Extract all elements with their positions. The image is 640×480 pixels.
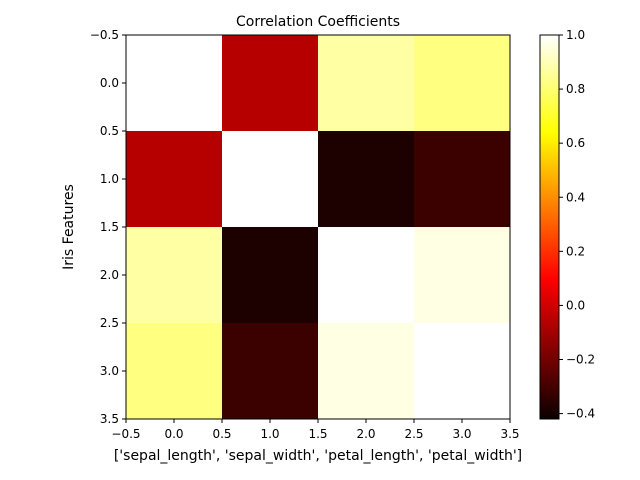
chart-title: Correlation Coefficients xyxy=(236,14,400,30)
heatmap-cell-1-1 xyxy=(222,131,318,227)
y-tick-label: 3.5 xyxy=(100,412,119,426)
heatmap-cells xyxy=(126,35,510,419)
y-tick-label: 1.0 xyxy=(100,172,119,186)
y-axis: −0.5 0.0 0.5 1.0 1.5 2.0 2.5 3.0 3.5 xyxy=(90,28,126,426)
heatmap-cell-0-2 xyxy=(318,35,414,131)
colorbar-tick-label: −0.2 xyxy=(566,353,595,367)
x-tick-label: 0.5 xyxy=(212,427,231,441)
y-tick-label: 0.5 xyxy=(100,124,119,138)
x-tick-label: 1.5 xyxy=(308,427,327,441)
x-tick-label: 1.0 xyxy=(260,427,279,441)
heatmap-cell-0-0 xyxy=(126,35,222,131)
heatmap-cell-3-3 xyxy=(414,323,510,419)
heatmap-cell-3-0 xyxy=(126,323,222,419)
y-axis-label: Iris Features xyxy=(61,184,77,270)
colorbar-axis: 1.0 0.8 0.6 0.4 0.2 0.0 −0.2 −0.4 xyxy=(559,28,595,421)
y-tick-label: 1.5 xyxy=(100,220,119,234)
colorbar-tick-label: 0.4 xyxy=(566,190,585,204)
colorbar-tick-label: 0.6 xyxy=(566,136,585,150)
y-tick-label: 0.0 xyxy=(100,76,119,90)
colorbar-tick-label: 0.0 xyxy=(566,298,585,312)
colorbar-tick-label: 0.2 xyxy=(566,244,585,258)
heatmap-cell-1-0 xyxy=(126,131,222,227)
colorbar xyxy=(539,34,560,420)
x-tick-label: 2.5 xyxy=(404,427,423,441)
x-tick-label: 2.0 xyxy=(356,427,375,441)
x-axis-label: ['sepal_length', 'sepal_width', 'petal_l… xyxy=(114,448,522,464)
x-tick-label: −0.5 xyxy=(111,427,140,441)
colorbar-tick-label: 0.8 xyxy=(566,82,585,96)
heatmap-cell-2-3 xyxy=(414,227,510,323)
heatmap-cell-2-0 xyxy=(126,227,222,323)
y-tick-label: 2.5 xyxy=(100,316,119,330)
y-tick-label: −0.5 xyxy=(90,28,119,42)
colorbar-tick-label: −0.4 xyxy=(566,407,595,421)
y-tick-label: 3.0 xyxy=(100,364,119,378)
heatmap-cell-1-3 xyxy=(414,131,510,227)
heatmap-cell-2-1 xyxy=(222,227,318,323)
colorbar-tick-label: 1.0 xyxy=(566,28,585,42)
heatmap-cell-3-2 xyxy=(318,323,414,419)
y-tick-label: 2.0 xyxy=(100,268,119,282)
heatmap-cell-0-3 xyxy=(414,35,510,131)
x-tick-label: 0.0 xyxy=(164,427,183,441)
heatmap-cell-3-1 xyxy=(222,323,318,419)
x-axis: −0.5 0.0 0.5 1.0 1.5 2.0 2.5 3.0 3.5 xyxy=(111,419,520,441)
heatmap-cell-1-2 xyxy=(318,131,414,227)
heatmap-cell-0-1 xyxy=(222,35,318,131)
x-tick-label: 3.5 xyxy=(500,427,519,441)
x-tick-label: 3.0 xyxy=(452,427,471,441)
heatmap-cell-2-2 xyxy=(318,227,414,323)
